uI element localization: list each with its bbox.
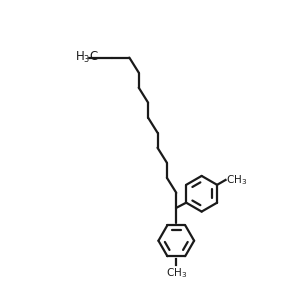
Text: $\mathregular{CH_3}$: $\mathregular{CH_3}$ (226, 173, 248, 187)
Text: $\mathregular{H_3C}$: $\mathregular{H_3C}$ (75, 50, 99, 65)
Text: $\mathregular{CH_3}$: $\mathregular{CH_3}$ (166, 266, 187, 280)
